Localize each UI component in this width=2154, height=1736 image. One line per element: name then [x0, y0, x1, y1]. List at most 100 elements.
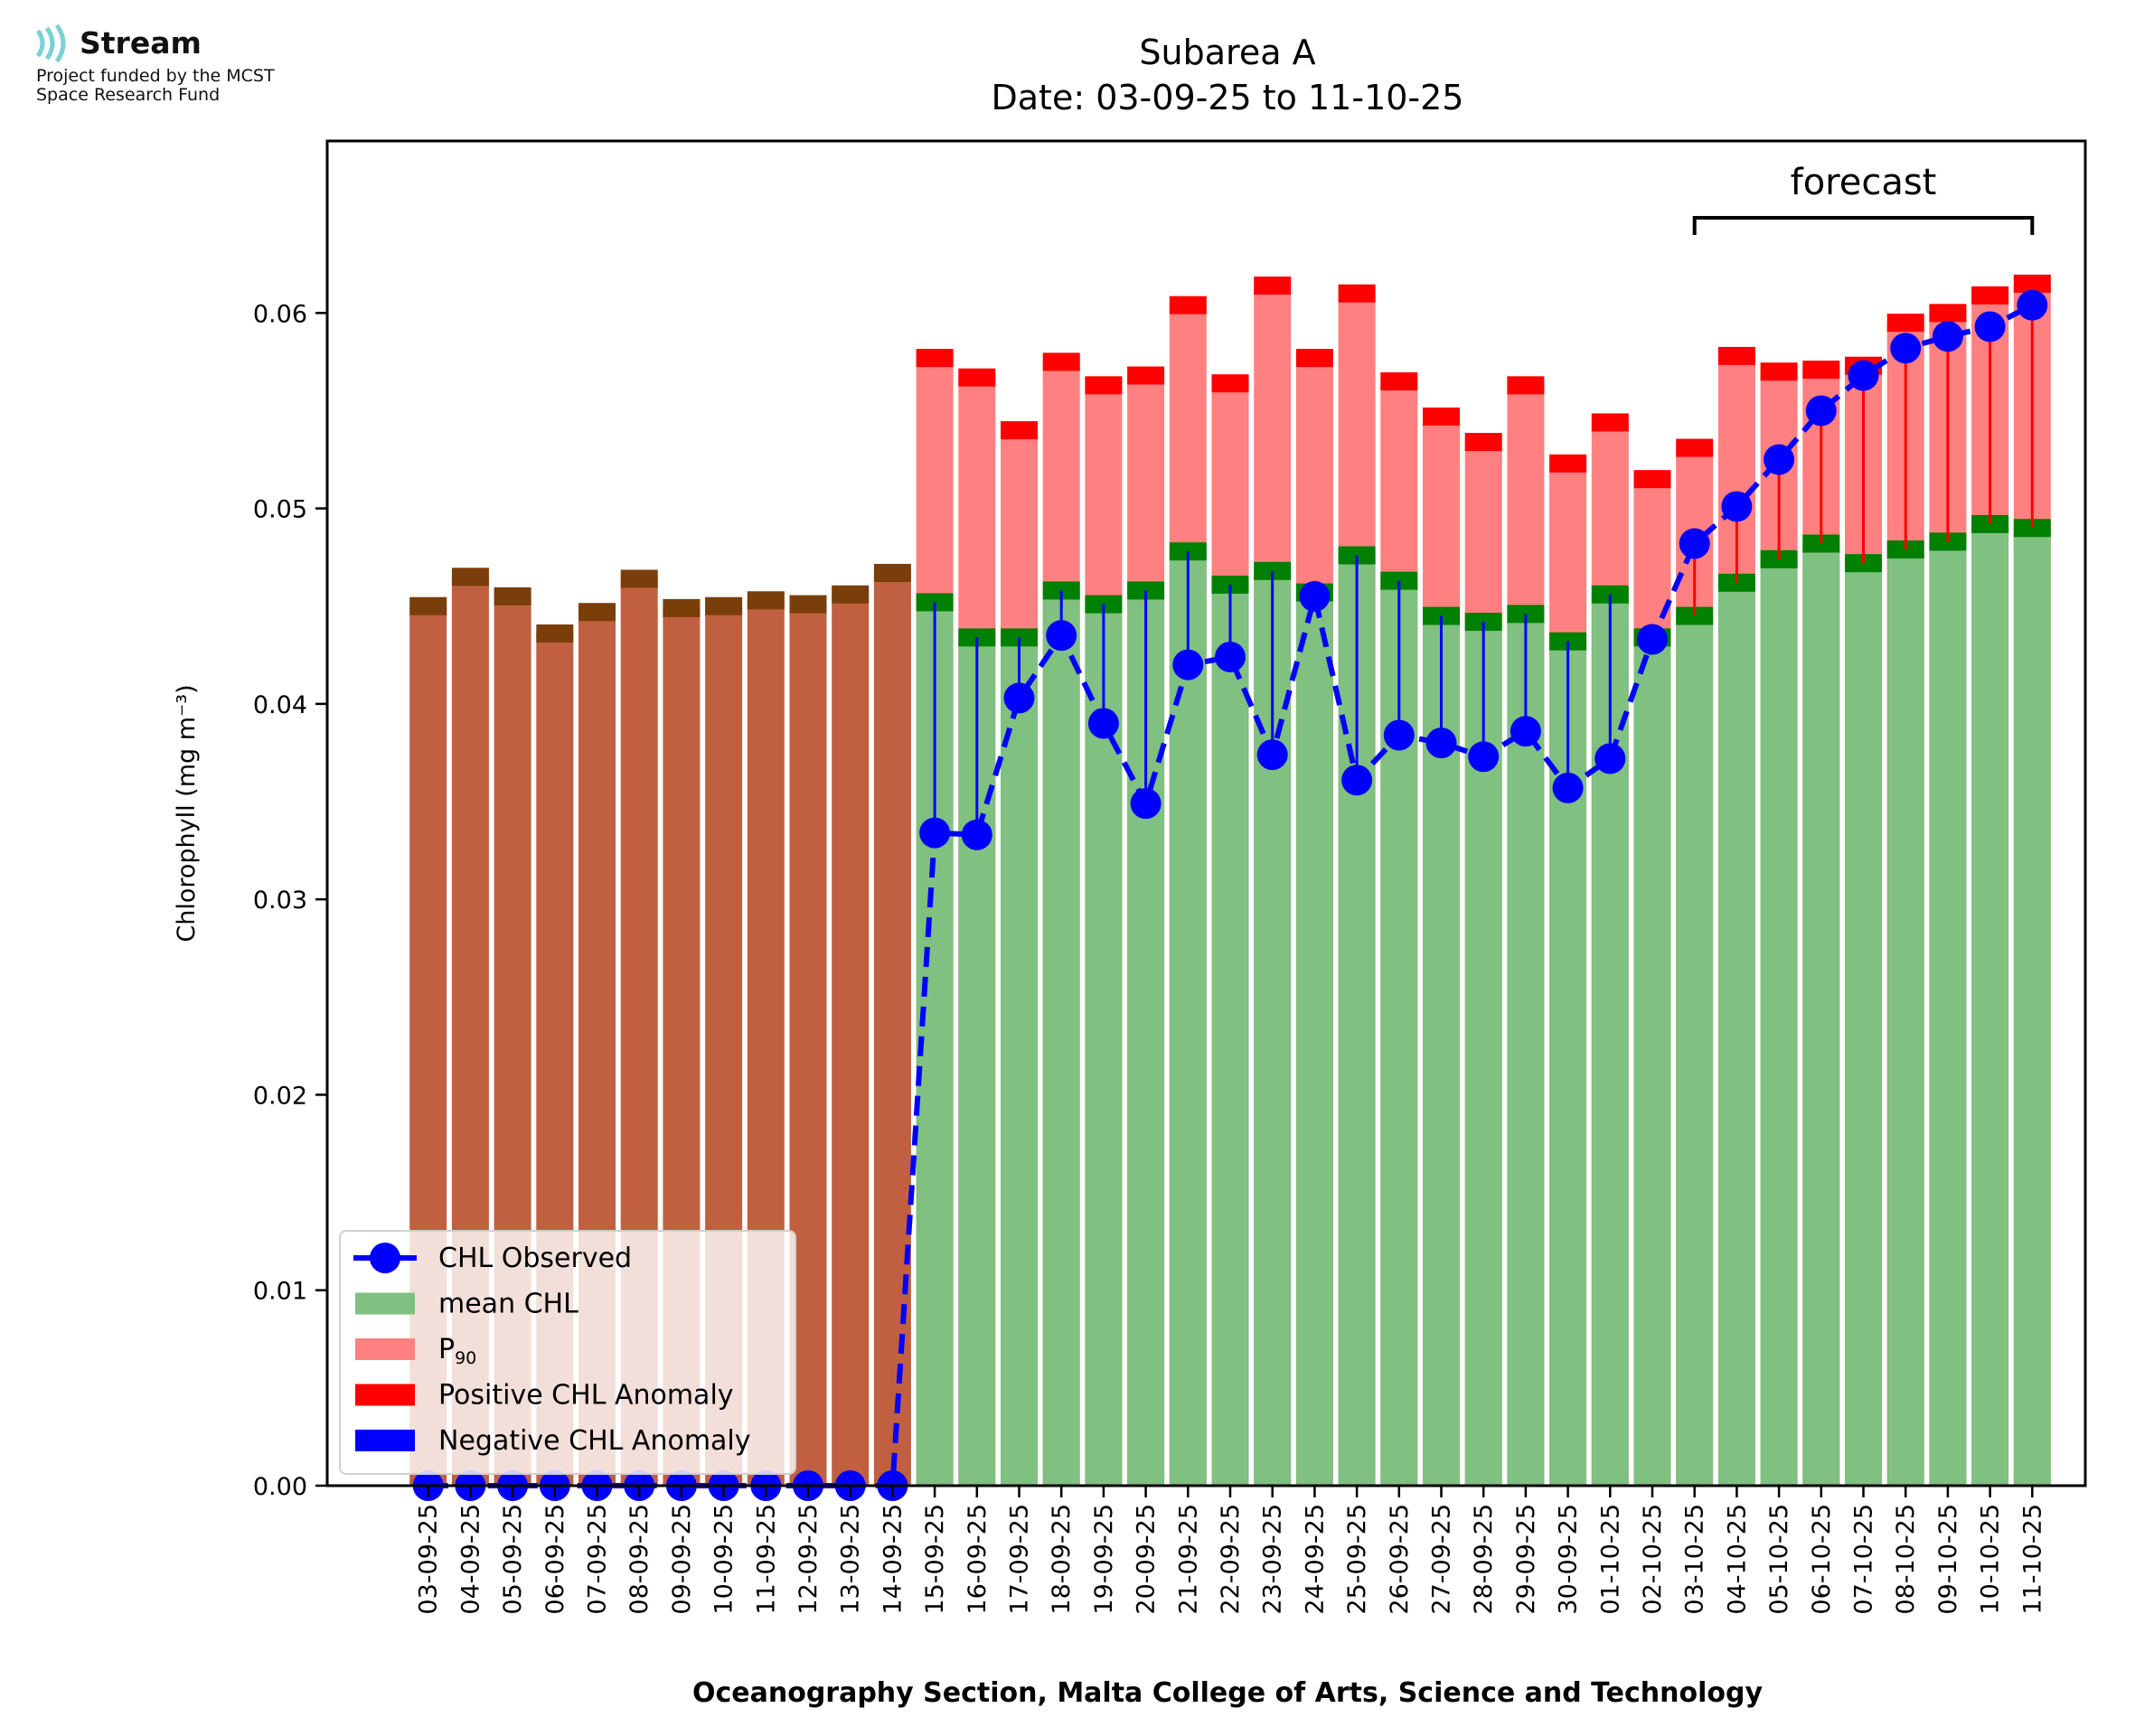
- y-tick-label: 0.06: [253, 300, 307, 328]
- legend-swatch-mean-chl: [355, 1292, 415, 1315]
- stream-logo: Stream Project funded by the MCST Space …: [33, 23, 358, 114]
- observed-point: [961, 819, 992, 850]
- x-tick-label: 22-09-25: [1217, 1504, 1245, 1615]
- observed-point: [1215, 641, 1246, 672]
- forecast-label: forecast: [1791, 162, 1937, 203]
- mean-bar: [1423, 615, 1460, 1485]
- logo-fund-line2: Space Research Fund: [36, 85, 221, 105]
- x-tick-label: 07-09-25: [584, 1504, 612, 1615]
- mean-bar: [1295, 592, 1333, 1485]
- plot-frame: [325, 139, 2087, 1487]
- legend-box: [339, 1230, 796, 1475]
- historic-bar-cap: [705, 596, 743, 615]
- p90-bar-cap: [1507, 376, 1545, 395]
- legend-label-positive-chl-anomaly: Positive CHL Anomaly: [438, 1380, 734, 1412]
- p90-bar-cap: [1971, 286, 2009, 305]
- chart-subtitle: Date: 03-09-25 to 11-10-25: [992, 78, 1464, 117]
- y-axis-label: Chlorophyll (mg m⁻³): [173, 684, 201, 942]
- p90-bar-cap: [1549, 454, 1587, 473]
- observed-point: [1299, 580, 1331, 612]
- observed-series-layer: [412, 289, 2048, 1501]
- observed-point: [1721, 491, 1753, 522]
- x-tick-label: 03-09-25: [415, 1504, 443, 1615]
- p90-bar-cap: [1338, 284, 1376, 303]
- observed-point: [1594, 743, 1626, 774]
- x-tick-label: 14-09-25: [879, 1504, 907, 1615]
- x-tick-label: 15-09-25: [921, 1504, 949, 1615]
- mean-bar: [1633, 637, 1671, 1485]
- p90-bar-cap: [1464, 433, 1502, 452]
- x-tick-label: 11-10-25: [2018, 1504, 2046, 1615]
- legend-marker-chl-observed: [370, 1243, 400, 1273]
- x-tick-label: 11-09-25: [752, 1504, 780, 1615]
- historic-bar-cap: [747, 591, 785, 610]
- y-tick-label: 0.04: [253, 691, 307, 719]
- observed-point: [1974, 311, 2006, 343]
- legend-swatch-p: [355, 1338, 415, 1360]
- x-tick-label: 12-09-25: [795, 1504, 823, 1615]
- legend-label-negative-chl-anomaly: Negative CHL Anomaly: [438, 1425, 751, 1457]
- chart-title: Subarea A: [1139, 33, 1315, 72]
- legend-label-chl-observed: CHL Observed: [438, 1243, 632, 1274]
- p90-bar-cap: [1211, 374, 1249, 393]
- p90-bar-cap: [1042, 352, 1080, 371]
- mean-bar: [1886, 549, 1924, 1485]
- p90-bar-cap: [916, 349, 954, 368]
- p90-bar-cap: [1929, 304, 1967, 323]
- historic-bar-cap: [451, 568, 489, 586]
- p90-bar-cap: [1676, 438, 1714, 457]
- x-tick-label: 19-09-25: [1090, 1504, 1118, 1615]
- mean-bar: [2013, 528, 2051, 1485]
- x-tick-label: 04-09-25: [456, 1504, 484, 1615]
- mean-bar: [1042, 590, 1080, 1485]
- x-tick-label: 06-09-25: [541, 1504, 569, 1615]
- x-tick-label: 05-09-25: [499, 1504, 527, 1615]
- logo-brand: Stream: [80, 25, 202, 61]
- x-tick-label: 30-09-25: [1555, 1504, 1583, 1615]
- observed-point: [1383, 719, 1415, 751]
- mean-bar: [1001, 637, 1038, 1485]
- y-tick-label: 0.03: [253, 887, 307, 915]
- p90-bar-cap: [1169, 296, 1207, 314]
- observed-point: [919, 817, 951, 849]
- historic-bar-cap: [578, 603, 616, 622]
- x-tick-label: 21-09-25: [1174, 1504, 1202, 1615]
- p90-bar-cap: [1760, 362, 1798, 381]
- historic-bar-cap: [789, 595, 827, 614]
- p90-bar-cap: [1295, 349, 1333, 368]
- mean-bar: [1507, 614, 1545, 1485]
- p90-bar-cap: [1717, 346, 1755, 365]
- observed-point: [1046, 620, 1077, 652]
- stream-waves-icon: [35, 23, 66, 63]
- p90-bar-cap: [1085, 376, 1123, 395]
- x-tick-label: 10-10-25: [1977, 1504, 2005, 1615]
- x-tick-label: 25-09-25: [1343, 1504, 1371, 1615]
- x-tick-label: 07-10-25: [1850, 1504, 1878, 1615]
- observed-point: [1805, 395, 1837, 427]
- y-tick-label: 0.00: [253, 1473, 307, 1501]
- historic-bar-cap: [873, 563, 911, 582]
- p90-bar-cap: [1254, 277, 1292, 296]
- observed-point: [1510, 716, 1541, 747]
- p90-bar-cap: [2013, 274, 2051, 293]
- observed-line: [428, 303, 2034, 1488]
- p90-bar-cap: [1380, 372, 1418, 391]
- legend-swatch-positive-chl-anomaly: [355, 1384, 415, 1406]
- x-tick-label: 28-09-25: [1470, 1504, 1498, 1615]
- historic-bar-cap: [620, 569, 658, 588]
- observed-point: [1764, 444, 1795, 475]
- historic-bar-cap: [494, 586, 531, 605]
- x-tick-label: 20-09-25: [1133, 1504, 1161, 1615]
- anomaly-lines-layer: [933, 305, 2034, 835]
- historic-bar-cap: [832, 585, 870, 604]
- observed-point: [1552, 772, 1584, 803]
- observed-point: [1932, 321, 1963, 352]
- historic-bar: [832, 594, 870, 1485]
- x-tick-label: 27-09-25: [1428, 1504, 1456, 1615]
- x-tick-label: 18-09-25: [1048, 1504, 1076, 1615]
- observed-point: [1130, 788, 1162, 820]
- p90-bar-cap: [1127, 366, 1165, 385]
- x-tick-label: 09-09-25: [668, 1504, 696, 1615]
